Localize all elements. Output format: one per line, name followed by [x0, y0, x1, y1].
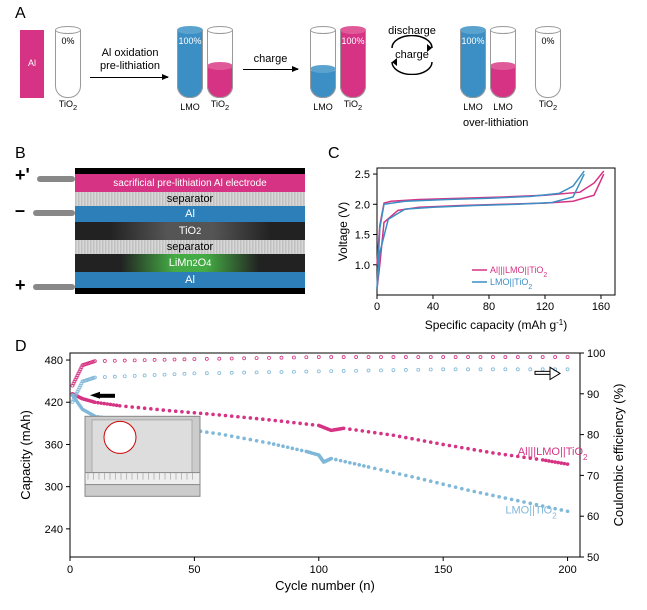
svg-text:50: 50 — [188, 564, 200, 576]
panel-a-label: A — [15, 5, 26, 23]
cylinder-tio2-initial: 0% TiO2 — [55, 30, 81, 98]
al-label: Al — [20, 58, 44, 68]
terminal-minus: – — [15, 200, 25, 221]
voltage-capacity-chart: 0 40 80 120 160 1.0 1.5 2.0 2.5 Specific capacity… — [335, 158, 625, 333]
svg-text:70: 70 — [587, 470, 599, 482]
svg-text:Specific capacity (mAh g-1): Specific capacity (mAh g-1) — [425, 318, 568, 333]
svg-text:0: 0 — [67, 564, 73, 576]
layer-al1: Al — [75, 206, 305, 222]
al-electrode-block: Al — [20, 30, 44, 98]
layer-separator1: separator — [75, 192, 305, 206]
panel-b-schematic: sacrificial pre-lithiation Al electrode … — [15, 160, 310, 330]
panel-d-chart: 0 50 100 150 200 240 300 360 420 480 50 60 70 80 90 100… — [15, 345, 635, 595]
layer-al2: Al — [75, 272, 305, 288]
svg-text:420: 420 — [45, 397, 63, 409]
arrow1-text: Al oxidation pre-lithiation — [90, 47, 170, 73]
svg-text:Capacity (mAh): Capacity (mAh) — [18, 410, 33, 500]
layer-separator2: separator — [75, 240, 305, 254]
svg-text:LMO||TiO2: LMO||TiO2 — [505, 504, 557, 520]
cycle-arrows: discharge charge — [377, 35, 447, 70]
svg-text:160: 160 — [592, 301, 610, 313]
electrode-stack: sacrificial pre-lithiation Al electrode … — [75, 168, 305, 294]
svg-text:480: 480 — [45, 355, 63, 367]
cylinder-lmo-over: LMO — [490, 30, 516, 98]
cycling-chart: 0 50 100 150 200 240 300 360 420 480 50 60 70 80 90 100… — [15, 345, 635, 595]
svg-text:100: 100 — [310, 564, 328, 576]
svg-text:200: 200 — [558, 564, 576, 576]
svg-text:Coulombic efficiency (%): Coulombic efficiency (%) — [611, 384, 626, 527]
panel-a-schematic: Al 0% TiO2 Al oxidation pre-lithiation 1… — [15, 25, 635, 130]
svg-text:Voltage (V): Voltage (V) — [336, 202, 350, 261]
arrow2 — [243, 69, 298, 70]
svg-text:90: 90 — [587, 389, 599, 401]
svg-text:1.0: 1.0 — [355, 260, 370, 272]
arrow2-text: charge — [243, 53, 298, 65]
svg-text:150: 150 — [434, 564, 452, 576]
svg-text:100: 100 — [587, 348, 605, 360]
svg-text:2.0: 2.0 — [355, 199, 370, 211]
svg-text:LMO||TiO2: LMO||TiO2 — [490, 277, 532, 291]
cylinder-tio2-100: 100% TiO2 — [340, 30, 366, 98]
svg-text:300: 300 — [45, 482, 63, 494]
cylinder-lmo-100: 100% LMO — [177, 30, 203, 98]
figure-container: A Al 0% TiO2 Al oxidation pre-lithiation… — [0, 0, 647, 610]
layer-lmo: LiMn2O4 — [75, 254, 305, 272]
svg-text:1.5: 1.5 — [355, 230, 370, 242]
svg-text:360: 360 — [45, 439, 63, 451]
cylinder-tio2-final: 0% TiO2 — [535, 30, 561, 98]
svg-text:40: 40 — [427, 301, 439, 313]
cylinder-lmo-half: LMO — [310, 30, 336, 98]
svg-text:80: 80 — [587, 430, 599, 442]
panel-c-chart: 0 40 80 120 160 1.0 1.5 2.0 2.5 Specific capacity… — [335, 158, 625, 333]
layer-sacrificial: sacrificial pre-lithiation Al electrode — [75, 174, 305, 192]
svg-text:Cycle number (n): Cycle number (n) — [275, 578, 375, 593]
over-lithiation-label: over-lithiation — [463, 117, 528, 129]
svg-text:240: 240 — [45, 524, 63, 536]
svg-text:80: 80 — [483, 301, 495, 313]
arrow1 — [90, 77, 168, 78]
terminal-plus-prime: +' — [15, 165, 30, 186]
svg-text:50: 50 — [587, 552, 599, 564]
svg-text:120: 120 — [536, 301, 554, 313]
svg-text:0: 0 — [374, 301, 380, 313]
cylinder-lmo-final: 100% LMO — [460, 30, 486, 98]
cylinder-tio2-half1: TiO2 — [207, 30, 233, 98]
svg-text:60: 60 — [587, 511, 599, 523]
svg-text:2.5: 2.5 — [355, 169, 370, 181]
layer-tio2: TiO2 — [75, 222, 305, 240]
svg-text:Al|||LMO||TiO2: Al|||LMO||TiO2 — [518, 446, 588, 462]
terminal-plus: + — [15, 275, 26, 296]
